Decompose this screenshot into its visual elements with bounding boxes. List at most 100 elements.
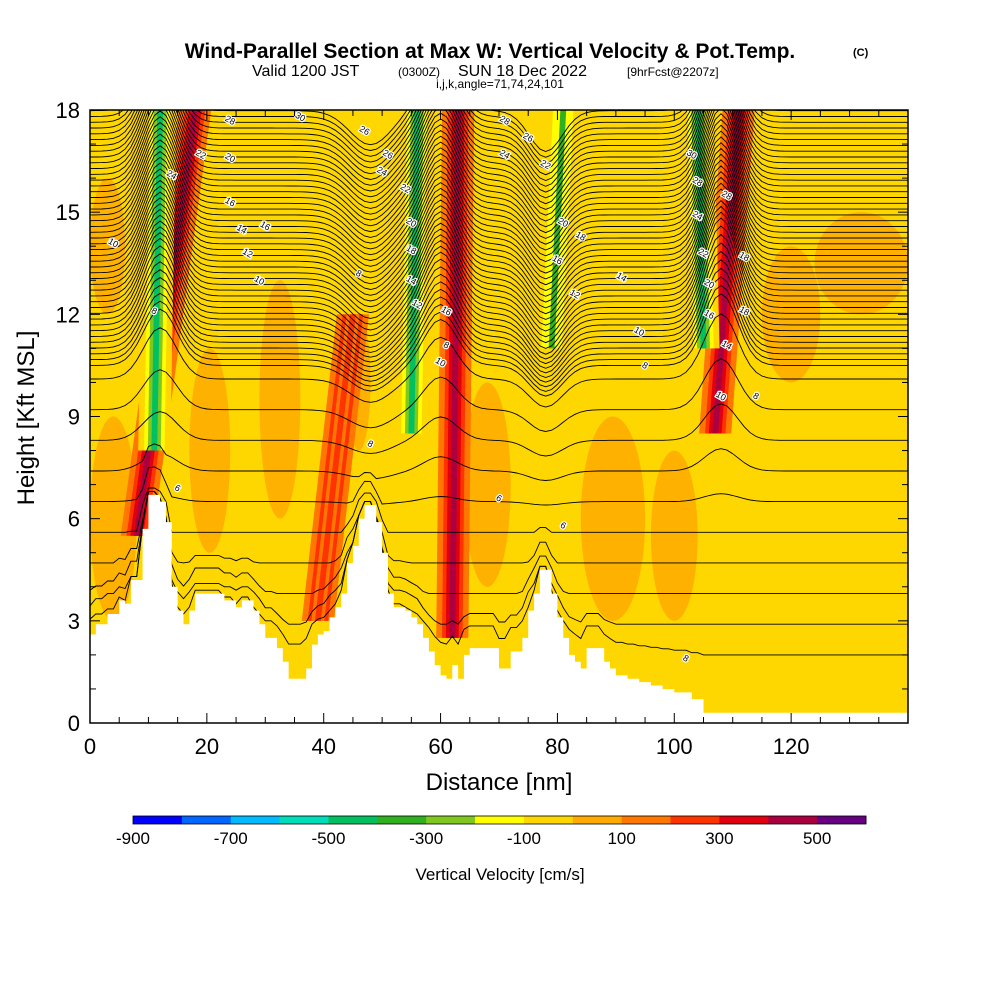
theta-contour-line bbox=[90, 205, 908, 344]
theta-contour-line bbox=[90, 358, 908, 432]
colorbar-swatch bbox=[328, 816, 378, 824]
theta-contours bbox=[90, 110, 908, 656]
subtitle-date: SUN 18 Dec 2022 bbox=[458, 63, 587, 80]
colorbar-swatch bbox=[670, 816, 720, 824]
theta-contour-label: 8 bbox=[366, 438, 375, 449]
colorbar-tick-label: 500 bbox=[803, 829, 831, 848]
theta-contour-line bbox=[90, 490, 908, 595]
field-patch-weak-updraft bbox=[580, 416, 646, 621]
y-axis-title: Height [Kft MSL] bbox=[13, 331, 40, 506]
y-tick-label: 12 bbox=[56, 302, 80, 327]
theta-contour-line bbox=[90, 487, 908, 533]
y-tick-label: 18 bbox=[56, 98, 80, 123]
x-tick-label: 40 bbox=[311, 734, 335, 759]
theta-contour-line bbox=[90, 110, 908, 205]
colorbar-tick-label: 300 bbox=[705, 829, 733, 848]
colorbar-swatch bbox=[768, 816, 818, 824]
field-patch-weak-updraft bbox=[463, 382, 511, 587]
theta-contour-line bbox=[90, 110, 908, 234]
theta-contour-label: 8 bbox=[751, 390, 760, 401]
theta-contour-label: 6 bbox=[494, 493, 503, 504]
theta-contour-line bbox=[90, 170, 908, 309]
x-tick-label: 80 bbox=[545, 734, 569, 759]
theta-contour-line bbox=[90, 490, 908, 625]
colorbar-tick-label: 100 bbox=[607, 829, 635, 848]
updraft-band bbox=[449, 110, 462, 638]
theta-contour-line bbox=[90, 136, 908, 274]
theta-contour-line bbox=[90, 403, 908, 457]
theta-contour-line bbox=[90, 110, 908, 228]
theta-contour-line bbox=[90, 199, 908, 338]
theta-contour-line bbox=[90, 110, 908, 193]
colorbar-swatch bbox=[475, 816, 525, 824]
theta-contour-line bbox=[90, 267, 908, 383]
x-tick-label: 120 bbox=[773, 734, 810, 759]
colorbar-swatch bbox=[621, 816, 672, 824]
theta-contour-line bbox=[90, 276, 908, 388]
updraft-band bbox=[314, 314, 356, 621]
colorbar-tick-label: -700 bbox=[214, 829, 248, 848]
colorbar-title: Vertical Velocity [cm/s] bbox=[415, 865, 584, 884]
y-tick-label: 0 bbox=[68, 711, 80, 736]
chart-title: Wind-Parallel Section at Max W: Vertical… bbox=[185, 40, 796, 63]
theta-contour-line bbox=[90, 110, 908, 170]
theta-contour-line bbox=[90, 250, 908, 374]
theta-contour-line bbox=[90, 110, 908, 158]
downdraft-band bbox=[151, 110, 164, 451]
theta-contour-label: 8 bbox=[354, 268, 363, 279]
theta-contour-line bbox=[90, 176, 908, 315]
x-tick-label: 60 bbox=[428, 734, 452, 759]
y-tick-label: 6 bbox=[68, 507, 80, 532]
theta-contour-line bbox=[90, 188, 908, 326]
theta-contour-label: 8 bbox=[150, 305, 159, 316]
theta-contour-line bbox=[90, 153, 908, 291]
colorbar-swatch bbox=[279, 816, 329, 824]
theta-contour-line bbox=[90, 110, 908, 245]
theta-contour-line bbox=[90, 142, 908, 280]
colorbar-swatch bbox=[523, 816, 574, 824]
theta-contour-label: 6 bbox=[173, 482, 182, 493]
colorbar-swatch bbox=[377, 816, 427, 824]
colorbar-swatch bbox=[817, 816, 867, 824]
theta-contour-line bbox=[90, 242, 908, 369]
theta-contour-line bbox=[90, 293, 908, 397]
theta-contour-line bbox=[90, 233, 908, 365]
subtitle-valid: Valid 1200 JST bbox=[252, 63, 360, 80]
colorbar-tick-label: -900 bbox=[116, 829, 150, 848]
theta-contour-label: 6 bbox=[559, 520, 568, 531]
y-tick-label: 15 bbox=[56, 200, 80, 225]
x-tick-label: 20 bbox=[195, 734, 219, 759]
colorbar: -900 -700 -500 -300 -100 100 300 500 bbox=[116, 815, 867, 848]
terrain-mask bbox=[90, 494, 908, 723]
colorbar-tick-label: -100 bbox=[507, 829, 541, 848]
x-axis-title: Distance [nm] bbox=[426, 769, 573, 796]
theta-contour-line bbox=[90, 110, 908, 222]
theta-contour-line bbox=[90, 443, 908, 481]
theta-contour-label: 8 bbox=[442, 339, 451, 350]
theta-contour-line bbox=[90, 182, 908, 320]
theta-contour-line bbox=[90, 490, 908, 656]
theta-contour-line bbox=[90, 194, 908, 332]
theta-contour-line bbox=[90, 313, 908, 408]
field-patch-weak-updraft bbox=[90, 416, 137, 621]
theta-contour-line bbox=[90, 159, 908, 297]
field-patch-weak-updraft bbox=[259, 280, 301, 519]
theta-contour-line bbox=[90, 124, 908, 262]
subtitle-utc: (0300Z) bbox=[398, 65, 440, 79]
colorbar-swatch bbox=[133, 816, 183, 824]
theta-contour-label: 8 bbox=[640, 360, 649, 371]
theta-contour-line bbox=[90, 147, 908, 286]
theta-contour-line bbox=[90, 217, 908, 355]
x-tick-label: 100 bbox=[656, 734, 693, 759]
colorbar-swatch bbox=[426, 816, 476, 824]
colorbar-tick-label: -500 bbox=[311, 829, 345, 848]
theta-contour-line bbox=[90, 225, 908, 360]
theta-contour-label: 8 bbox=[681, 653, 690, 664]
colorbar-swatch bbox=[719, 816, 769, 824]
colorbar-frame bbox=[132, 815, 867, 825]
theta-contour-line bbox=[90, 110, 908, 216]
theta-contour-line bbox=[90, 110, 908, 210]
theta-contour-line bbox=[90, 110, 908, 164]
